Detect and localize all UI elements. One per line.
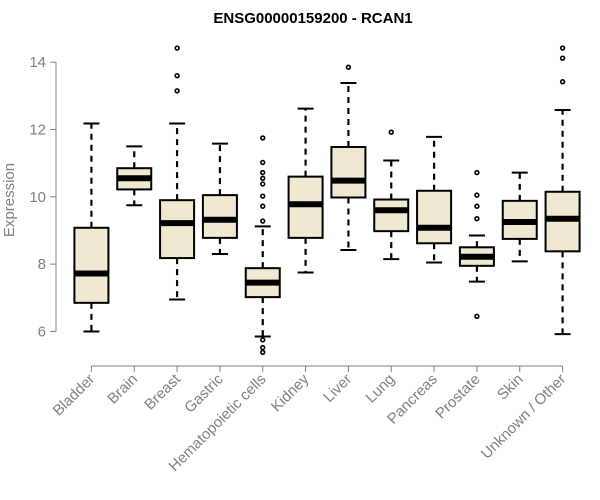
box-group	[416, 135, 453, 264]
box	[201, 194, 238, 239]
outlier-point	[559, 79, 566, 85]
outlier-point	[474, 313, 480, 319]
x-tick-label: Kidney	[268, 370, 313, 415]
y-tick-label: 6	[38, 323, 46, 340]
outlier-point	[260, 135, 266, 141]
chart-title: ENSG00000159200 - RCAN1	[213, 10, 412, 27]
outlier-point	[559, 55, 566, 61]
x-tick-label: Breast	[141, 370, 184, 413]
outlier-point	[260, 344, 266, 351]
outlier-point	[174, 88, 180, 94]
outlier-point	[260, 218, 266, 224]
x-tick-label: Lung	[362, 371, 398, 407]
outlier-point	[260, 175, 266, 182]
outlier-point	[260, 169, 266, 176]
y-axis: 6 8 10 12 14	[29, 54, 57, 340]
outlier-point	[260, 193, 266, 199]
box	[330, 146, 367, 199]
outlier-point	[559, 45, 566, 51]
outlier-point	[388, 129, 394, 135]
box-group	[244, 135, 281, 356]
y-tick-label: 8	[38, 256, 46, 273]
x-tick-label: Bladder	[50, 371, 99, 420]
box-group	[330, 64, 367, 251]
box-group	[501, 171, 538, 263]
y-axis-label: Expression	[1, 163, 18, 237]
y-tick-label: 14	[29, 54, 46, 71]
box-group	[287, 107, 324, 274]
outlier-point	[474, 192, 480, 198]
outlier-point	[345, 64, 352, 70]
box-group	[116, 145, 153, 207]
outlier-point	[174, 72, 180, 79]
outlier-point	[474, 203, 480, 209]
outlier-point	[260, 203, 266, 209]
y-tick-label: 12	[29, 122, 46, 139]
outlier-point	[474, 169, 480, 176]
outlier-point	[174, 45, 180, 51]
outlier-point	[260, 337, 266, 343]
x-tick-label: Brain	[104, 371, 141, 408]
outlier-point	[260, 159, 266, 166]
y-tick-label: 10	[29, 189, 46, 206]
box-group	[458, 169, 495, 319]
box	[287, 175, 324, 239]
box	[73, 226, 110, 304]
x-tick-label: Liver	[320, 371, 355, 406]
box-group	[73, 122, 110, 333]
box	[159, 199, 196, 260]
box	[373, 198, 410, 233]
box-group	[201, 142, 238, 256]
x-tick-label: Prostate	[432, 371, 484, 423]
outlier-point	[260, 181, 266, 187]
x-tick-label: Skin	[494, 371, 527, 404]
box	[416, 189, 453, 245]
outlier-point	[260, 349, 266, 356]
outlier-point	[474, 215, 480, 222]
box-group	[373, 129, 410, 261]
box-group	[544, 45, 581, 336]
box-series	[73, 45, 581, 356]
box-group	[159, 45, 196, 301]
